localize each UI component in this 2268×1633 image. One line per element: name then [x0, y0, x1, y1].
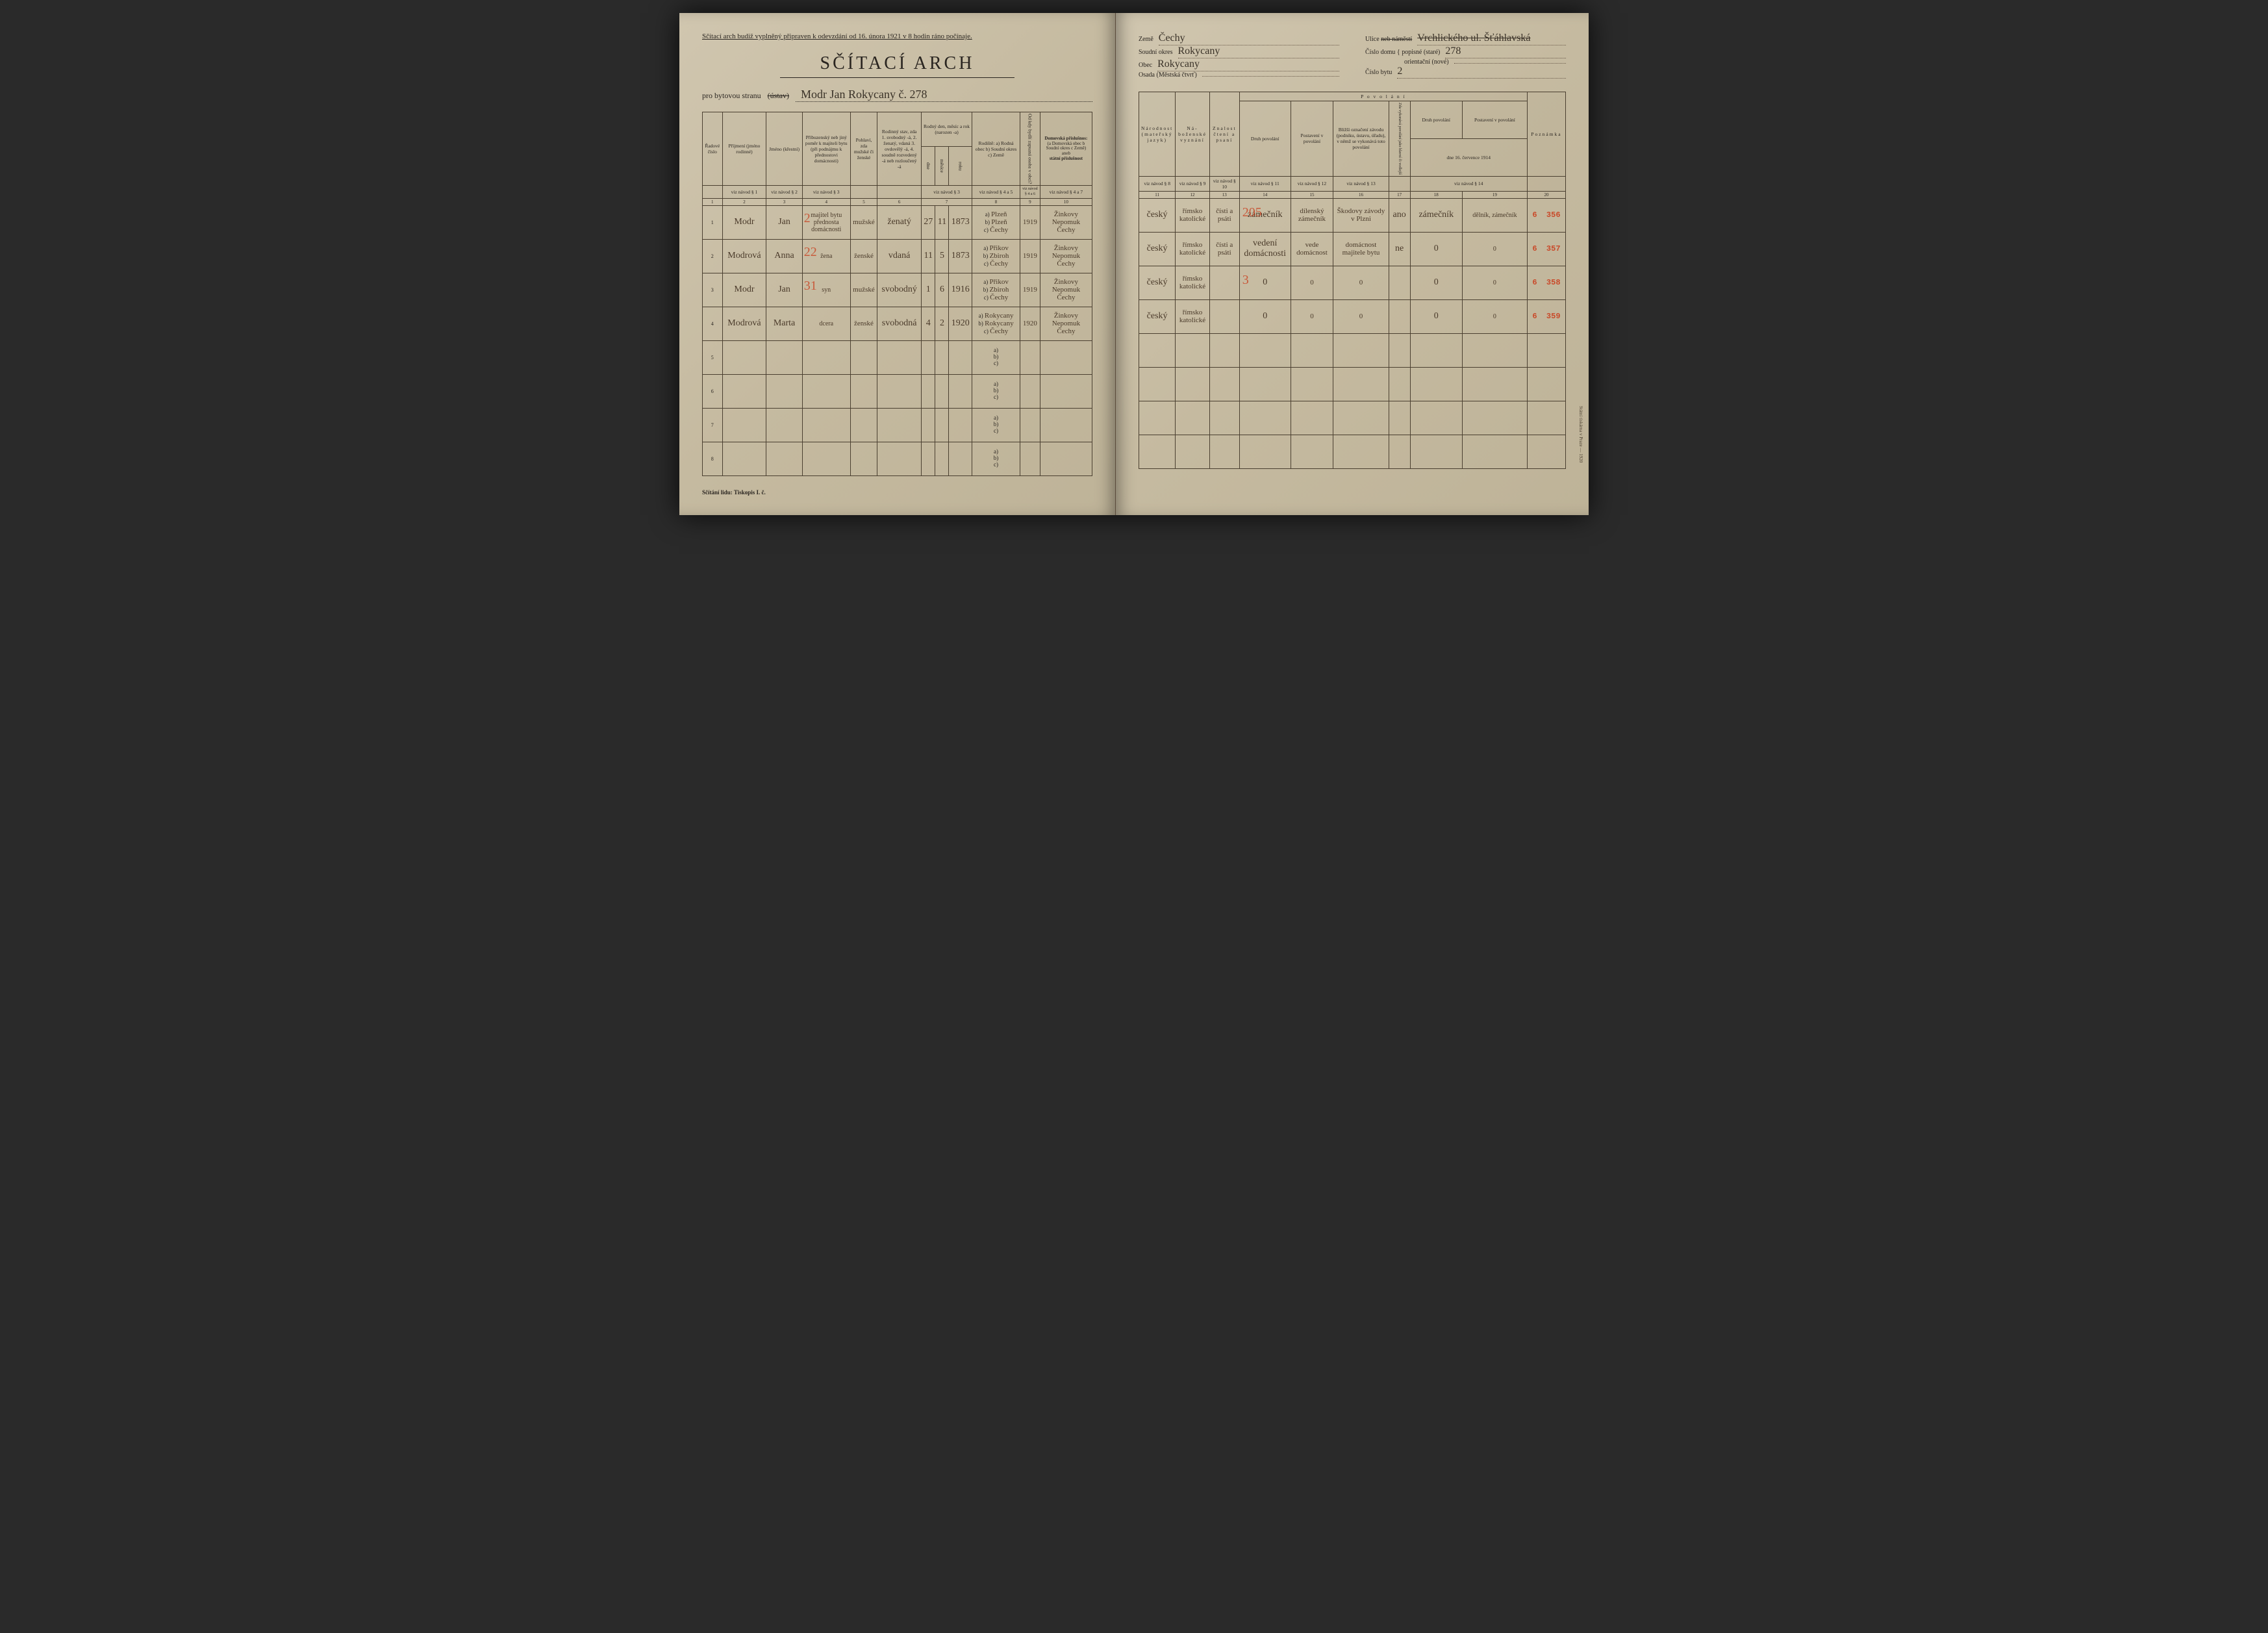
- nav-cell: viz návod § 10: [1209, 176, 1239, 191]
- col-10-header: Domovská příslušnos: (a Domovská obec b …: [1040, 112, 1092, 186]
- col-20-header: Poznámka: [1527, 92, 1565, 177]
- nav-cell: viz návod § 3: [922, 186, 972, 198]
- subtitle-handwritten: Modr Jan Rokycany č. 278: [796, 88, 1092, 102]
- col-14-header: Druh povolání: [1239, 101, 1291, 177]
- date-1914: dne 16. července 1914: [1410, 138, 1527, 176]
- table-row-empty: [1139, 401, 1566, 435]
- col-2-header: Příjmení (jméno rodinné): [722, 112, 766, 186]
- field-byt: Číslo bytu 2: [1365, 66, 1566, 79]
- column-number-row: 111213 141516 171819 20: [1139, 191, 1566, 198]
- right-page: Země Čechy Soudní okres Rokycany Obec Ro…: [1116, 13, 1589, 515]
- col-6-header: Rodinný stav, zda 1. svobodný -á, 2. žen…: [877, 112, 922, 186]
- table-row-empty: 6 a)b)c): [703, 374, 1092, 408]
- table-row: český římsko katolické čísti a psáti ved…: [1139, 232, 1566, 266]
- table-row: český římsko katolické 0 0 0 0 0 6 359: [1139, 299, 1566, 333]
- col-11-header: Národnost (mateřský jazyk): [1139, 92, 1176, 177]
- field-osada: Osada (Městská čtvrť): [1139, 71, 1339, 79]
- nav-cell: [1527, 176, 1565, 191]
- nav-cell: viz návod § 13: [1333, 176, 1389, 191]
- nav-cell: [850, 186, 877, 198]
- col-4-header: Příbuzenský neb jiný poměr k majiteli by…: [802, 112, 850, 186]
- nav-cell: viz návod § 3: [802, 186, 850, 198]
- nav-cell: viz návod § 1: [722, 186, 766, 198]
- col-7-header: Rodný den, měsíc a rok (narozen -a): [922, 112, 972, 147]
- subtitle-strike: (ústav): [768, 91, 789, 101]
- table-row-empty: [1139, 435, 1566, 468]
- col-7-mes: měsíce: [935, 147, 949, 186]
- subtitle-row: pro bytovou stranu (ústav) Modr Jan Roky…: [702, 88, 1092, 102]
- nav-cell: [1389, 176, 1410, 191]
- title-underline: [780, 77, 1014, 78]
- col-7-dne: dne: [922, 147, 935, 186]
- footer-left: Sčítání lidu: Tiskopis I. č.: [702, 489, 1092, 496]
- table-row: český římsko katolické 0 3 0 0 0 0 6 358: [1139, 266, 1566, 299]
- col-9-header: Od kdy bydlí zapsaná osoba v obci?: [1020, 112, 1040, 186]
- table-row: český římsko katolické čísti a psáti zám…: [1139, 198, 1566, 232]
- col-1-header: Řadové číslo: [703, 112, 723, 186]
- field-okres: Soudní okres Rokycany: [1139, 45, 1339, 58]
- nav-cell: [703, 186, 723, 198]
- nav-cell: viz návod § 9: [1176, 176, 1210, 191]
- nav-cell: viz návod § 14: [1410, 176, 1527, 191]
- col-7-rok: roku: [949, 147, 972, 186]
- col-5-header: Pohlaví, zda mužské či ženské: [850, 112, 877, 186]
- col-16-header: Bližší označení závodu (podniku, ústavu,…: [1333, 101, 1389, 177]
- col-18-header: Druh povolání: [1410, 101, 1462, 139]
- field-orientacni: orientační (nové): [1365, 58, 1566, 66]
- nav-cell: viz návod § 4 a 5: [972, 186, 1020, 198]
- col-13-header: Znalost čtení a psaní: [1209, 92, 1239, 177]
- field-obec: Obec Rokycany: [1139, 58, 1339, 71]
- col-15-header: Postavení v povolání: [1291, 101, 1333, 177]
- nav-cell: viz návod § 12: [1291, 176, 1333, 191]
- col-8-header: Rodiště: a) Rodná obec b) Soudní okres c…: [972, 112, 1020, 186]
- header-fields: Země Čechy Soudní okres Rokycany Obec Ro…: [1139, 32, 1566, 79]
- table-row-empty: 7 a)b)c): [703, 408, 1092, 442]
- nav-cell: [877, 186, 922, 198]
- table-row: 3 Modr Jan syn 31 mužské svobodný 1 6 19…: [703, 273, 1092, 307]
- subtitle-prefix: pro bytovou stranu: [702, 91, 761, 101]
- field-popisne: Číslo domu { popisné (staré) 278: [1365, 45, 1566, 58]
- table-row-empty: 5 a)b)c): [703, 340, 1092, 374]
- census-table-right: Národnost (mateřský jazyk) Ná-boženské v…: [1139, 92, 1566, 469]
- nav-cell: viz návod § 4 a 7: [1040, 186, 1092, 198]
- left-page: Sčítací arch budiž vyplněný připraven k …: [679, 13, 1116, 515]
- nav-cell: viz návod § 4 a 6: [1020, 186, 1040, 198]
- table-row: 4 Modrová Marta dcera ženské svobodná 4 …: [703, 307, 1092, 340]
- col-17-header: Zda vykonává povolání jako hlavní či ved…: [1389, 101, 1410, 177]
- col-3-header: Jméno (křestní): [766, 112, 802, 186]
- column-number-row: 123 456 7 8910: [703, 198, 1092, 205]
- census-table-left: Řadové číslo Příjmení (jméno rodinné) Jm…: [702, 112, 1092, 476]
- field-zeme: Země Čechy: [1139, 32, 1339, 45]
- povolani-header: P o v o l á n í: [1239, 92, 1527, 101]
- table-row: 1 Modr Jan majitel bytu přednosta domácn…: [703, 205, 1092, 239]
- printer-mark: Státní tiskárna v Praze — 1920: [1578, 406, 1583, 462]
- table-row-empty: [1139, 367, 1566, 401]
- nav-cell: viz návod § 11: [1239, 176, 1291, 191]
- instruction-line: Sčítací arch budiž vyplněný připraven k …: [702, 32, 1092, 40]
- table-row-empty: 8 a)b)c): [703, 442, 1092, 475]
- nav-cell: viz návod § 2: [766, 186, 802, 198]
- col-12-header: Ná-boženské vyznání: [1176, 92, 1210, 177]
- nav-cell: viz návod § 8: [1139, 176, 1176, 191]
- field-ulice: Ulice neb náměstí Vrchlického ul. Šťáhla…: [1365, 32, 1566, 45]
- table-row: 2 Modrová Anna žena 22 ženské vdaná 11 5…: [703, 239, 1092, 273]
- page-title: SČÍTACÍ ARCH: [702, 53, 1092, 74]
- census-book: Sčítací arch budiž vyplněný připraven k …: [679, 13, 1589, 515]
- table-row-empty: [1139, 333, 1566, 367]
- col-19-header: Postavení v povolání: [1462, 101, 1527, 139]
